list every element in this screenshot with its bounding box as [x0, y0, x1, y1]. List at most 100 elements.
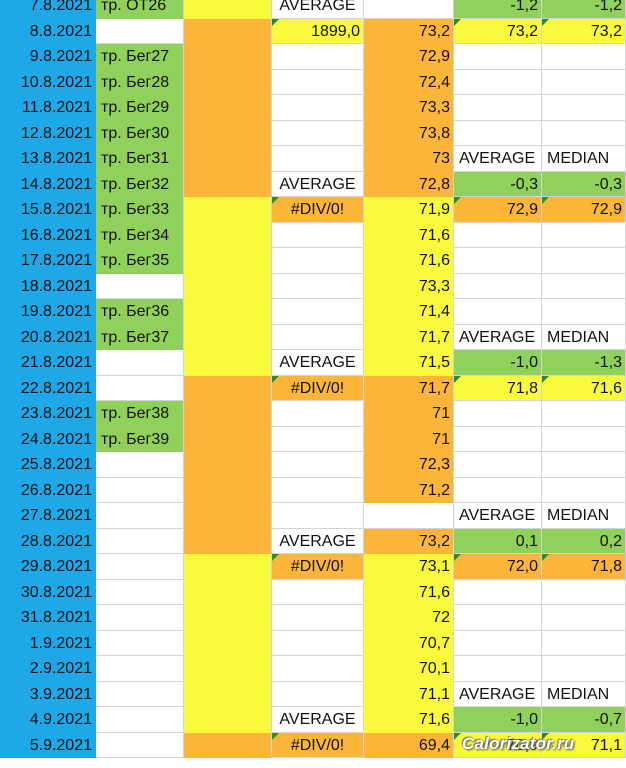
- empty-cell[interactable]: [184, 248, 272, 274]
- weight-cell[interactable]: 71,7: [364, 324, 454, 350]
- empty-cell[interactable]: [184, 401, 272, 427]
- workout-cell[interactable]: [96, 350, 184, 376]
- date-cell[interactable]: 19.8.2021: [0, 299, 96, 325]
- calories-cell[interactable]: #DIV/0!: [272, 375, 364, 401]
- weight-cell[interactable]: 71: [364, 401, 454, 427]
- workout-cell[interactable]: тр. Бег34: [96, 222, 184, 248]
- date-cell[interactable]: 31.8.2021: [0, 605, 96, 631]
- date-cell[interactable]: 28.8.2021: [0, 528, 96, 554]
- calories-cell[interactable]: [272, 44, 364, 70]
- median-cell[interactable]: [542, 401, 626, 427]
- average-cell[interactable]: 72,9: [454, 197, 542, 223]
- calories-cell[interactable]: AVERAGE: [272, 528, 364, 554]
- average-cell[interactable]: [454, 401, 542, 427]
- workout-cell[interactable]: [96, 554, 184, 580]
- median-cell[interactable]: [542, 426, 626, 452]
- date-cell[interactable]: 15.8.2021: [0, 197, 96, 223]
- date-cell[interactable]: 12.8.2021: [0, 120, 96, 146]
- workout-cell[interactable]: тр. Бег27: [96, 44, 184, 70]
- average-cell[interactable]: [454, 248, 542, 274]
- date-cell[interactable]: 2.9.2021: [0, 656, 96, 682]
- weight-cell[interactable]: [364, 503, 454, 529]
- date-cell[interactable]: 30.8.2021: [0, 579, 96, 605]
- average-cell[interactable]: [454, 273, 542, 299]
- date-cell[interactable]: 27.8.2021: [0, 503, 96, 529]
- empty-cell[interactable]: [184, 44, 272, 70]
- average-cell[interactable]: [454, 120, 542, 146]
- average-cell[interactable]: [454, 656, 542, 682]
- calories-cell[interactable]: 1899,0: [272, 18, 364, 44]
- median-cell[interactable]: [542, 273, 626, 299]
- average-cell[interactable]: 72,0: [454, 554, 542, 580]
- weight-cell[interactable]: 71,6: [364, 222, 454, 248]
- average-cell[interactable]: [454, 44, 542, 70]
- average-cell[interactable]: [454, 630, 542, 656]
- workout-cell[interactable]: [96, 656, 184, 682]
- empty-cell[interactable]: [184, 120, 272, 146]
- calories-cell[interactable]: [272, 681, 364, 707]
- median-cell[interactable]: 71,6: [542, 375, 626, 401]
- workout-cell[interactable]: тр. Бег39: [96, 426, 184, 452]
- date-cell[interactable]: 24.8.2021: [0, 426, 96, 452]
- calories-cell[interactable]: AVERAGE: [272, 0, 364, 19]
- calories-cell[interactable]: [272, 273, 364, 299]
- median-cell[interactable]: [542, 222, 626, 248]
- date-cell[interactable]: 9.8.2021: [0, 44, 96, 70]
- calories-cell[interactable]: AVERAGE: [272, 171, 364, 197]
- date-cell[interactable]: 13.8.2021: [0, 146, 96, 172]
- weight-cell[interactable]: 71,7: [364, 375, 454, 401]
- average-cell[interactable]: [454, 222, 542, 248]
- weight-cell[interactable]: 73,2: [364, 528, 454, 554]
- average-cell[interactable]: [454, 579, 542, 605]
- median-cell[interactable]: [542, 299, 626, 325]
- workout-cell[interactable]: тр. Бег35: [96, 248, 184, 274]
- median-cell[interactable]: [542, 477, 626, 503]
- date-cell[interactable]: 22.8.2021: [0, 375, 96, 401]
- median-cell[interactable]: 72,9: [542, 197, 626, 223]
- date-cell[interactable]: 7.8.2021: [0, 0, 96, 19]
- empty-cell[interactable]: [184, 146, 272, 172]
- median-cell[interactable]: 71,8: [542, 554, 626, 580]
- median-cell[interactable]: -1,3: [542, 350, 626, 376]
- weight-cell[interactable]: 71,4: [364, 299, 454, 325]
- workout-cell[interactable]: [96, 375, 184, 401]
- empty-cell[interactable]: [184, 656, 272, 682]
- date-cell[interactable]: 29.8.2021: [0, 554, 96, 580]
- calories-cell[interactable]: [272, 605, 364, 631]
- median-cell[interactable]: [542, 630, 626, 656]
- calories-cell[interactable]: #DIV/0!: [272, 554, 364, 580]
- workout-cell[interactable]: [96, 503, 184, 529]
- median-cell[interactable]: [542, 44, 626, 70]
- workout-cell[interactable]: тр. Бег36: [96, 299, 184, 325]
- average-cell[interactable]: [454, 477, 542, 503]
- median-cell[interactable]: [542, 95, 626, 121]
- average-cell[interactable]: [454, 605, 542, 631]
- calories-cell[interactable]: [272, 324, 364, 350]
- workout-cell[interactable]: тр. Бег28: [96, 69, 184, 95]
- median-cell[interactable]: [542, 452, 626, 478]
- weight-cell[interactable]: 70,7: [364, 630, 454, 656]
- median-cell[interactable]: [542, 248, 626, 274]
- average-cell[interactable]: AVERAGE: [454, 146, 542, 172]
- calories-cell[interactable]: [272, 69, 364, 95]
- weight-cell[interactable]: 73,2: [364, 18, 454, 44]
- workout-cell[interactable]: [96, 681, 184, 707]
- weight-cell[interactable]: 72: [364, 605, 454, 631]
- average-cell[interactable]: -1,0: [454, 350, 542, 376]
- empty-cell[interactable]: [184, 18, 272, 44]
- date-cell[interactable]: 10.8.2021: [0, 69, 96, 95]
- average-cell[interactable]: AVERAGE: [454, 681, 542, 707]
- calories-cell[interactable]: [272, 120, 364, 146]
- median-cell[interactable]: MEDIAN: [542, 324, 626, 350]
- median-cell[interactable]: -0,7: [542, 707, 626, 733]
- empty-cell[interactable]: [184, 350, 272, 376]
- workout-cell[interactable]: [96, 528, 184, 554]
- weight-cell[interactable]: 71,6: [364, 248, 454, 274]
- empty-cell[interactable]: [184, 299, 272, 325]
- calories-cell[interactable]: AVERAGE: [272, 350, 364, 376]
- weight-cell[interactable]: 71,6: [364, 707, 454, 733]
- average-cell[interactable]: [454, 95, 542, 121]
- date-cell[interactable]: 26.8.2021: [0, 477, 96, 503]
- empty-cell[interactable]: [184, 222, 272, 248]
- empty-cell[interactable]: [184, 0, 272, 19]
